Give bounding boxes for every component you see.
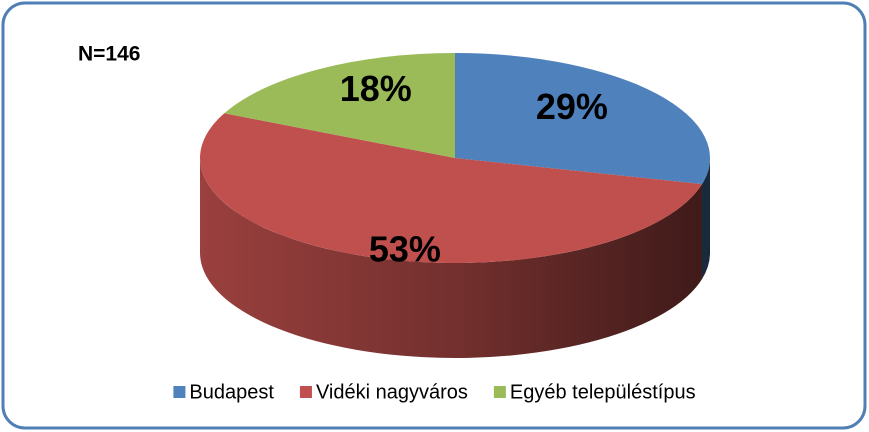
- legend-label: Egyéb településtípus: [510, 381, 696, 403]
- annotation: N=146: [78, 43, 140, 66]
- data-label: 18%: [340, 68, 412, 109]
- slice-side: [701, 158, 710, 280]
- legend-label: Budapest: [189, 381, 274, 403]
- slice: [224, 53, 455, 158]
- legend-swatch: [173, 386, 186, 398]
- legend-swatch: [493, 386, 506, 398]
- slice: [455, 53, 711, 185]
- legend-swatch: [299, 386, 312, 398]
- legend-label: Vidéki nagyváros: [316, 381, 468, 403]
- slice: [200, 113, 702, 263]
- data-label: 53%: [369, 229, 441, 270]
- data-label: 29%: [536, 86, 608, 127]
- slice-side: [200, 158, 702, 359]
